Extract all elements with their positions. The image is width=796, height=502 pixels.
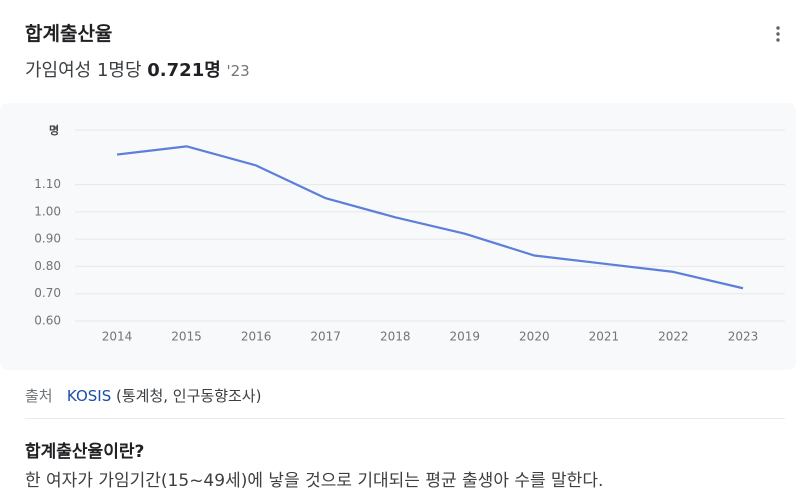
y-tick-label: 0.60 — [34, 314, 61, 328]
chart-background — [0, 103, 796, 370]
menu-button[interactable] — [770, 24, 786, 44]
title: 합계출산율 — [25, 23, 113, 45]
x-tick-label: 2023 — [728, 330, 759, 344]
y-tick-label: 1.00 — [34, 204, 61, 218]
x-tick-label: 2016 — [241, 330, 272, 344]
chart: 명 0.60 0.70 0.80 0.90 1.00 1.10 2014 2015 2016 20… — [0, 103, 796, 370]
x-tick-label: 2021 — [589, 330, 620, 344]
y-tick-label: 0.90 — [34, 232, 61, 246]
x-tick-label: 2018 — [380, 330, 411, 344]
y-tick-label: 0.80 — [34, 259, 61, 273]
x-tick-label: 2014 — [102, 330, 133, 344]
source-detail: (통계청, 인구동향조사) — [116, 387, 262, 405]
definition-title: 합계출산율이란? — [25, 442, 145, 462]
x-tick-label: 2022 — [658, 330, 689, 344]
subtitle-row: 가임여성 1명당 0.721명 '23 — [25, 56, 250, 82]
divider — [25, 418, 785, 419]
x-tick-label: 2017 — [310, 330, 341, 344]
headline-value: 0.721명 — [147, 60, 221, 81]
x-tick-label: 2015 — [171, 330, 202, 344]
unit-label: 명 — [49, 123, 59, 137]
x-tick-label: 2019 — [450, 330, 481, 344]
source-row: 출처 KOSIS (통계청, 인구동향조사) — [25, 385, 261, 406]
year: '23 — [226, 62, 250, 80]
source-link[interactable]: KOSIS — [66, 387, 112, 405]
source-label: 출처 — [25, 387, 53, 405]
y-tick-label: 0.70 — [34, 286, 61, 300]
definition-text: 한 여자가 가임기간(15~49세)에 낳을 것으로 기대되는 평균 출생아 수… — [25, 471, 604, 491]
y-tick-label: 1.10 — [34, 177, 61, 191]
line — [116, 145, 744, 290]
x-tick-label: 2020 — [519, 330, 550, 344]
subtitle: 가임여성 1명당 — [25, 60, 142, 81]
